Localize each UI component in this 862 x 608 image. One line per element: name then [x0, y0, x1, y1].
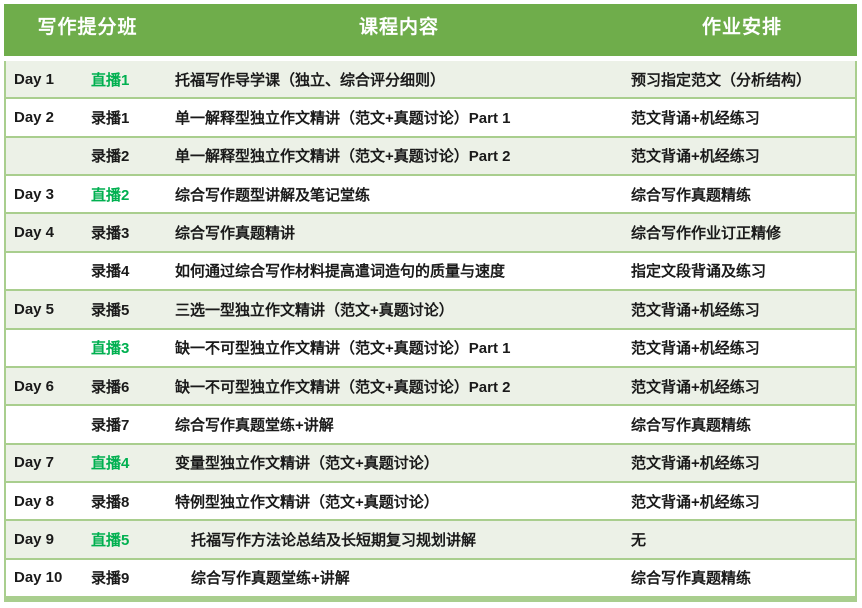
content-cell: 三选一型独立作文精讲（范文+真题讨论）	[175, 301, 454, 319]
table-row: Day 10 录播9 综合写作真题堂练+讲解 综合写作真题精练	[6, 557, 855, 597]
session-cell: 录播9	[91, 570, 130, 588]
table-row: Day 4 录播3 综合写作真题精讲 综合写作作业订正精修	[6, 212, 855, 251]
table-row: 录播7 综合写作真题堂练+讲解 综合写作真题精练	[6, 404, 855, 443]
content-cell: 单一解释型独立作文精讲（范文+真题讨论）Part 2	[175, 148, 511, 166]
table-row: Day 9 直播5 托福写作方法论总结及长短期复习规划讲解 无	[6, 519, 855, 558]
day-cell: Day 10	[14, 569, 63, 587]
homework-cell: 范文背诵+机经练习	[631, 493, 760, 511]
homework-cell: 综合写作真题精练	[631, 416, 752, 434]
day-cell: Day 3	[14, 185, 55, 203]
session-cell: 录播2	[91, 148, 130, 166]
content-cell: 托福写作方法论总结及长短期复习规划讲解	[191, 531, 477, 549]
content-cell: 综合写作真题堂练+讲解	[175, 416, 334, 434]
session-cell: 直播5	[91, 531, 130, 549]
course-schedule-table: 写作提分班 课程内容 作业安排 Day 1 直播1 托福写作导学课（独立、综合评…	[4, 4, 857, 602]
content-cell: 综合写作真题精讲	[175, 225, 296, 243]
day-cell: Day 2	[14, 109, 55, 127]
session-cell: 录播4	[91, 263, 130, 281]
day-cell: Day 1	[14, 70, 55, 88]
table-row: 直播3 缺一不可型独立作文精讲（范文+真题讨论）Part 1 范文背诵+机经练习	[6, 327, 855, 366]
day-cell: Day 5	[14, 300, 55, 318]
homework-cell: 预习指定范文（分析结构）	[631, 71, 812, 89]
column-header-class: 写作提分班	[37, 16, 138, 38]
content-cell: 特例型独立作文精讲（范文+真题讨论）	[175, 493, 439, 511]
content-cell: 综合写作题型讲解及笔记堂练	[175, 186, 371, 204]
session-cell: 直播1	[91, 71, 130, 89]
content-cell: 单一解释型独立作文精讲（范文+真题讨论）Part 1	[175, 110, 511, 128]
homework-cell: 范文背诵+机经练习	[631, 301, 760, 319]
content-cell: 如何通过综合写作材料提高遣词造句的质量与速度	[175, 263, 506, 281]
session-cell: 直播3	[91, 340, 130, 358]
homework-cell: 综合写作真题精练	[631, 570, 752, 588]
table-row: Day 1 直播1 托福写作导学课（独立、综合评分细则） 预习指定范文（分析结构…	[6, 61, 855, 98]
table-body: Day 1 直播1 托福写作导学课（独立、综合评分细则） 预习指定范文（分析结构…	[4, 61, 857, 602]
column-header-homework: 作业安排	[701, 16, 782, 38]
session-cell: 录播8	[91, 493, 130, 511]
header-gap	[4, 56, 857, 61]
table-row: Day 5 录播5 三选一型独立作文精讲（范文+真题讨论） 范文背诵+机经练习	[6, 289, 855, 328]
session-cell: 直播4	[91, 455, 130, 473]
session-cell: 录播7	[91, 416, 130, 434]
homework-cell: 指定文段背诵及练习	[631, 263, 767, 281]
day-cell: Day 9	[14, 530, 55, 548]
homework-cell: 无	[631, 531, 647, 549]
day-cell: Day 7	[14, 454, 55, 472]
homework-cell: 范文背诵+机经练习	[631, 455, 760, 473]
table-row: 录播2 单一解释型独立作文精讲（范文+真题讨论）Part 2 范文背诵+机经练习	[6, 135, 855, 175]
homework-cell: 范文背诵+机经练习	[631, 110, 760, 128]
content-cell: 托福写作导学课（独立、综合评分细则）	[175, 71, 446, 89]
homework-cell: 范文背诵+机经练习	[631, 148, 760, 166]
homework-cell: 范文背诵+机经练习	[631, 340, 760, 358]
content-cell: 综合写作真题堂练+讲解	[191, 570, 350, 588]
session-cell: 录播5	[91, 301, 130, 319]
session-cell: 录播3	[91, 225, 130, 243]
day-cell: Day 4	[14, 224, 55, 242]
table-row: Day 7 直播4 变量型独立作文精讲（范文+真题讨论） 范文背诵+机经练习	[6, 442, 855, 481]
table-header: 写作提分班 课程内容 作业安排	[4, 4, 857, 56]
day-cell: Day 8	[14, 492, 55, 510]
content-cell: 缺一不可型独立作文精讲（范文+真题讨论）Part 1	[175, 340, 511, 358]
table-row: Day 3 直播2 综合写作题型讲解及笔记堂练 综合写作真题精练	[6, 174, 855, 213]
day-cell: Day 6	[14, 377, 55, 395]
column-header-course-content: 课程内容	[358, 16, 439, 38]
table-row: Day 2 录播1 单一解释型独立作文精讲（范文+真题讨论）Part 1 范文背…	[6, 97, 855, 136]
session-cell: 录播6	[91, 378, 130, 396]
content-cell: 变量型独立作文精讲（范文+真题讨论）	[175, 455, 439, 473]
table-row: Day 8 录播8 特例型独立作文精讲（范文+真题讨论） 范文背诵+机经练习	[6, 480, 855, 520]
table-row: Day 6 录播6 缺一不可型独立作文精讲（范文+真题讨论）Part 2 范文背…	[6, 365, 855, 405]
session-cell: 录播1	[91, 110, 130, 128]
content-cell: 缺一不可型独立作文精讲（范文+真题讨论）Part 2	[175, 378, 511, 396]
session-cell: 直播2	[91, 186, 130, 204]
homework-cell: 综合写作作业订正精修	[631, 225, 782, 243]
homework-cell: 综合写作真题精练	[631, 186, 752, 204]
homework-cell: 范文背诵+机经练习	[631, 378, 760, 396]
table-row: 录播4 如何通过综合写作材料提高遣词造句的质量与速度 指定文段背诵及练习	[6, 250, 855, 290]
